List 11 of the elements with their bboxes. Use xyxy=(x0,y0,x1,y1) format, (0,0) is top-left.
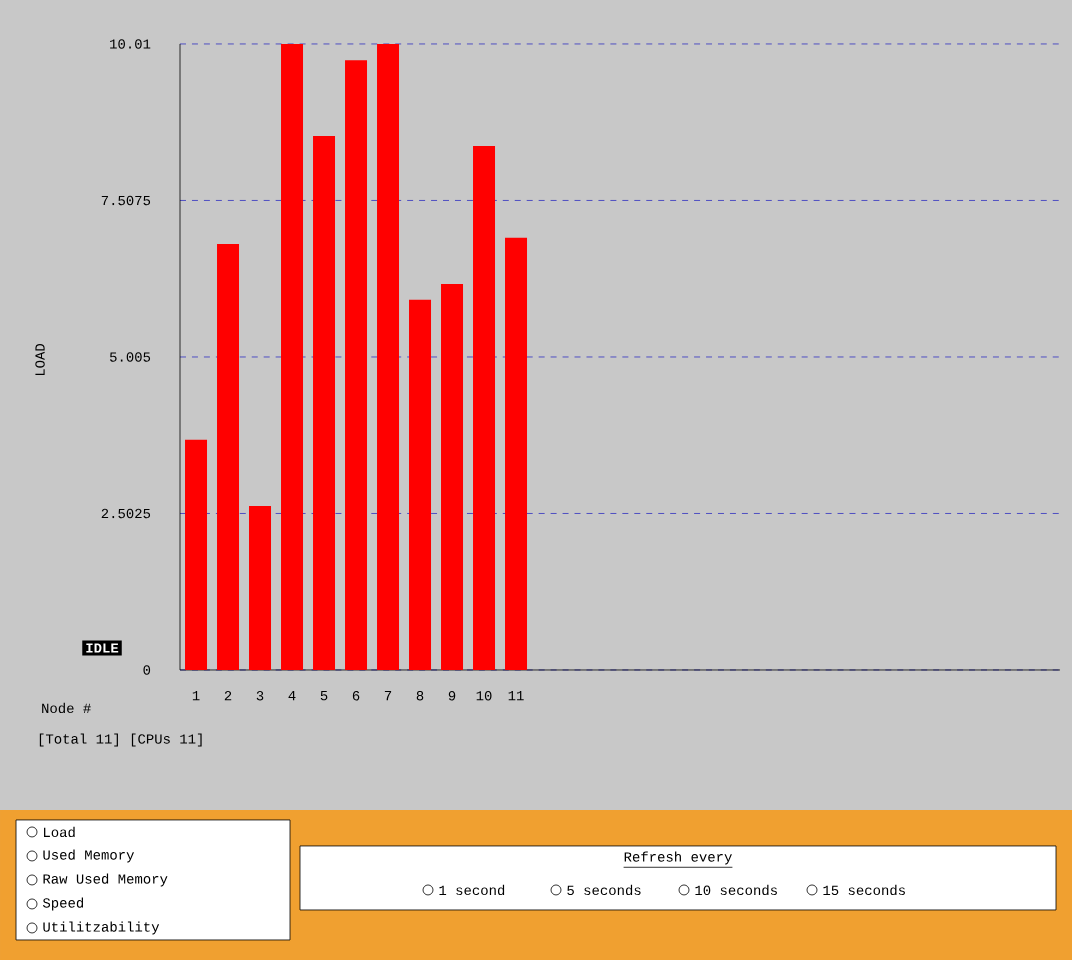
bar xyxy=(377,43,400,670)
bar xyxy=(505,237,528,670)
bar xyxy=(409,299,432,670)
bar xyxy=(441,284,464,670)
bar xyxy=(185,439,208,670)
bar xyxy=(313,135,336,670)
bar xyxy=(345,60,368,670)
bar xyxy=(217,244,240,670)
bar xyxy=(473,145,496,670)
bar xyxy=(249,506,272,670)
bar xyxy=(281,43,304,670)
